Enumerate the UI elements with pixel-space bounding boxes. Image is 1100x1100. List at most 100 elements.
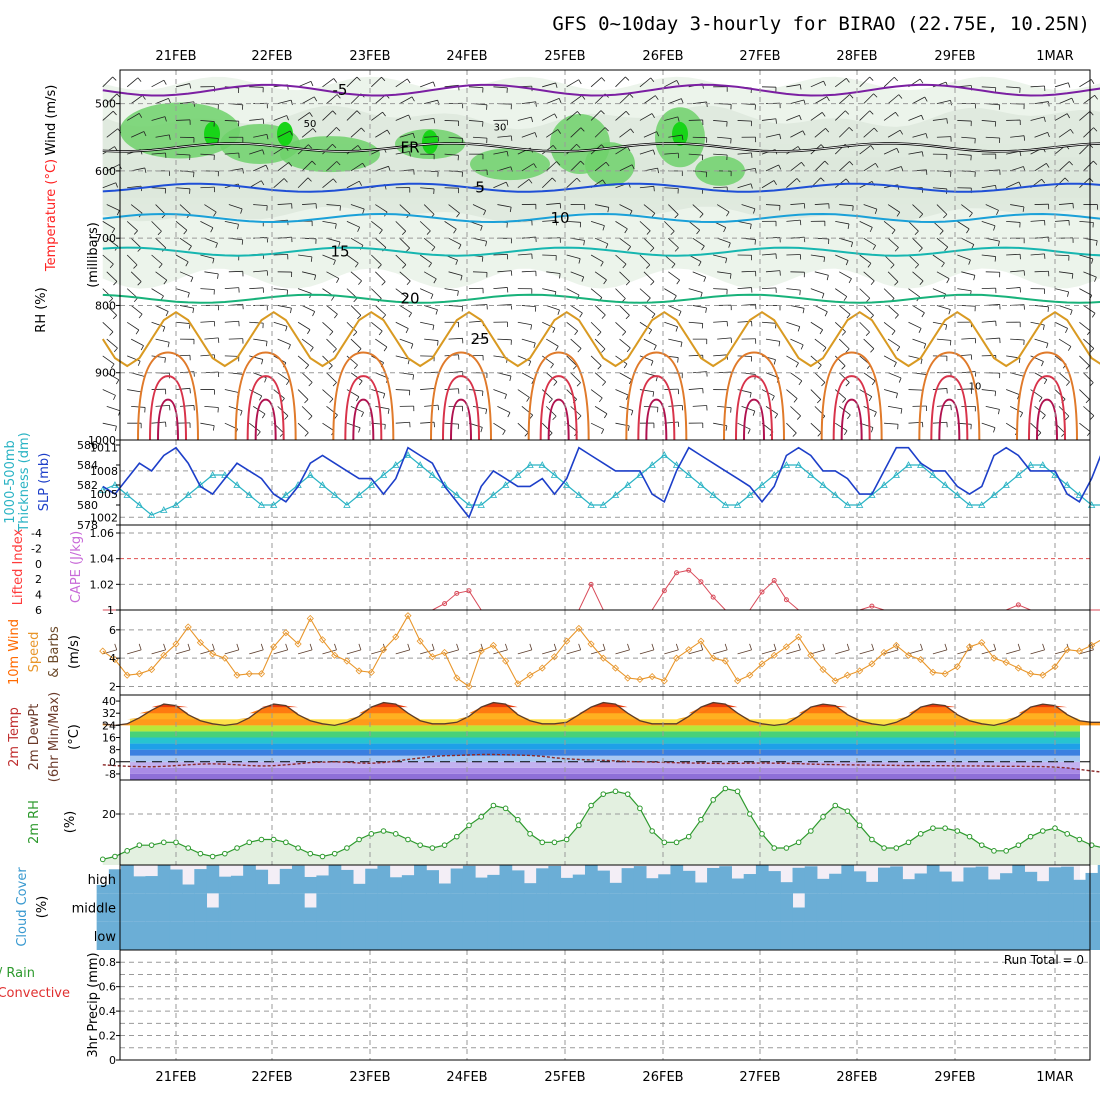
wind-barb [395, 288, 408, 298]
wind-barb-flag [144, 167, 147, 173]
temperature-contour-label: 10 [550, 209, 569, 227]
wind-barb [713, 320, 728, 323]
wind-barb [1030, 253, 1045, 256]
y-tick-label: 16 [102, 732, 116, 745]
cloud-low-bar [1036, 921, 1050, 950]
cape-point [771, 577, 777, 583]
rh2m-point [881, 845, 887, 851]
wind-barb-flag [167, 342, 170, 348]
wind-barb-10m [957, 649, 972, 655]
wind-barb [151, 288, 164, 297]
wind-barb [863, 163, 876, 172]
wind-barb [619, 164, 633, 172]
wind-barb-flag [1065, 415, 1070, 421]
wind-barb [517, 389, 530, 398]
wind-barb-flag [941, 262, 945, 268]
cloud-middle-bar [96, 893, 110, 922]
wind-barb-flag [553, 381, 558, 386]
cloud-middle-bar [853, 893, 867, 922]
wind-barb [668, 404, 683, 407]
wind-barb-flag [1068, 82, 1071, 88]
thickness-point [770, 471, 778, 478]
cloud-middle-bar [816, 893, 830, 922]
thickness-point [355, 491, 363, 498]
cloud-middle-bar [780, 893, 794, 922]
wind-barb [981, 86, 996, 89]
rh2m-point [649, 828, 655, 834]
wind-barb [542, 219, 557, 222]
cloud-middle-bar [902, 893, 916, 922]
wind-barb [424, 305, 438, 311]
wind-barb-flag [433, 278, 437, 284]
wind-barb [590, 288, 603, 298]
wind-barb [887, 271, 899, 283]
wind-barb [688, 119, 703, 121]
wind-barb [936, 100, 951, 105]
wind-barb-flag [285, 326, 288, 332]
wind-barb-flag [411, 96, 415, 102]
slp-series [102, 446, 1100, 519]
wind-barb-10m-flag [334, 643, 337, 651]
wind-barb [151, 187, 166, 189]
wind-barb [497, 204, 512, 208]
wind-barb [1034, 305, 1049, 308]
wind-speed-point [758, 660, 766, 668]
wind-barb [179, 170, 194, 173]
wind-barb [277, 305, 292, 309]
wind-barb-flag [336, 127, 341, 132]
cloud-high-bar [804, 866, 818, 894]
cloud-low-bar [145, 921, 159, 950]
wind-barb-flag [873, 93, 878, 98]
cloud-middle-bar [1000, 893, 1013, 922]
cloud-high-bar [377, 865, 391, 894]
wind-barb-flag [895, 393, 898, 399]
wind-barb [810, 389, 822, 400]
wind-barb [619, 237, 631, 247]
wind-barb-10m [932, 649, 948, 655]
wind-barb-flag [505, 181, 509, 187]
thickness-point [1014, 471, 1023, 478]
wind-barb [912, 237, 923, 249]
wind-barb [1058, 161, 1070, 172]
wind-barb-flag [455, 259, 458, 265]
wind-barb [835, 288, 848, 297]
wind-barb [859, 145, 871, 155]
wind-barb-flag [841, 365, 846, 370]
cloud-low-bar [450, 921, 464, 950]
wind-barb [175, 288, 190, 294]
rh2m-point [417, 842, 423, 848]
wind-barb-10m [224, 649, 239, 655]
wind-barb-flag [774, 413, 779, 419]
wind-speed-point [672, 654, 681, 662]
wind-barb [273, 253, 288, 256]
cloud-middle-bar [841, 893, 855, 922]
panel-labels: Wind (m/s)Temperature (°C)RH (%)(milliba… [0, 85, 101, 1058]
wind-barb [371, 111, 383, 121]
wind-barb [297, 355, 309, 366]
rh2m-point [331, 850, 338, 857]
wind-barb [346, 180, 360, 189]
wind-barb-flag [845, 260, 849, 266]
wind-barb-flag [550, 363, 554, 369]
surface-temp-contour [625, 351, 688, 441]
wind-barb [570, 271, 584, 278]
y-tick-label: 6 [109, 624, 116, 637]
cloud-middle-bar [939, 893, 952, 922]
thickness-point [489, 491, 498, 498]
cloud-middle-bar [377, 893, 391, 922]
wind-barb-flag [625, 76, 630, 81]
wind-speed-point [721, 657, 729, 665]
rh-contour-label: 50 [304, 119, 317, 130]
wind-speed-point [917, 656, 925, 664]
wind-barb [985, 136, 1000, 139]
wind-barb [912, 271, 924, 282]
wind-barb-flag [670, 230, 675, 236]
y-tick-label: 0.6 [99, 981, 117, 994]
wind-barb [151, 254, 163, 265]
wind-barb-flag [624, 228, 628, 234]
wind-speed-point [489, 641, 497, 649]
wind-barb-flag [726, 211, 730, 217]
wind-barb-10m [859, 649, 874, 655]
wind-barb [692, 237, 705, 247]
